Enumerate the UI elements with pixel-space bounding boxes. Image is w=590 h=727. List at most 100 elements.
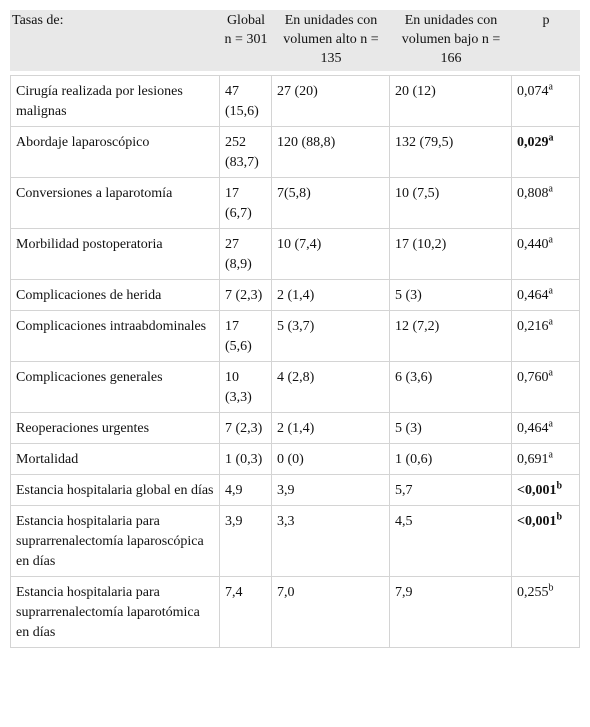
header-cell: Tasas de: xyxy=(10,10,220,75)
table-cell: 5 (3) xyxy=(390,280,512,311)
table-cell: 3,9 xyxy=(220,506,272,577)
row-label: Conversiones a laparotomía xyxy=(10,178,220,229)
table-row: Estancia hospitalaria para suprarrenalec… xyxy=(10,577,580,648)
row-label: Reoperaciones urgentes xyxy=(10,413,220,444)
footnote-mark: a xyxy=(548,449,553,461)
table-cell: 27 (8,9) xyxy=(220,229,272,280)
table-cell: 4,5 xyxy=(390,506,512,577)
footnote-mark: a xyxy=(548,367,553,379)
p-value-cell: 0,464a xyxy=(512,280,580,311)
table-cell: 2 (1,4) xyxy=(272,413,390,444)
row-label: Estancia hospitalaria para suprarrenalec… xyxy=(10,577,220,648)
table-cell: 27 (20) xyxy=(272,75,390,127)
p-value-cell: 0,255b xyxy=(512,577,580,648)
p-value-text: <0,001 xyxy=(517,514,557,529)
p-value-cell: 0,760a xyxy=(512,362,580,413)
table-cell: 7,9 xyxy=(390,577,512,648)
p-value-text: 0,029 xyxy=(517,135,549,150)
table-cell: 12 (7,2) xyxy=(390,311,512,362)
row-label: Estancia hospitalaria para suprarrenalec… xyxy=(10,506,220,577)
table-cell: 17 (6,7) xyxy=(220,178,272,229)
p-value: 0,255b xyxy=(517,582,554,600)
table-row: Conversiones a laparotomía 17 (6,7) 7(5,8)… xyxy=(10,178,580,229)
row-label: Complicaciones de herida xyxy=(10,280,220,311)
header-cell: Global n = 301 xyxy=(220,10,272,75)
p-value-cell: <0,001b xyxy=(512,475,580,506)
table-cell: 4 (2,8) xyxy=(272,362,390,413)
footnote-mark: b xyxy=(548,582,554,594)
table-row: Abordaje laparoscópico 252 (83,7) 120 (88,… xyxy=(10,127,580,178)
table-row: Complicaciones generales 10 (3,3) 4 (2,8) 6… xyxy=(10,362,580,413)
p-value: 0,216a xyxy=(517,316,553,334)
table-cell: 7,4 xyxy=(220,577,272,648)
row-label: Complicaciones generales xyxy=(10,362,220,413)
table-cell: 1 (0,6) xyxy=(390,444,512,475)
header-row: Tasas de: Global n = 301 En unidades con v… xyxy=(10,10,580,75)
p-value-text: 0,691 xyxy=(517,452,549,467)
row-label: Morbilidad postoperatoria xyxy=(10,229,220,280)
row-label: Mortalidad xyxy=(10,444,220,475)
table-cell: 7,0 xyxy=(272,577,390,648)
p-value-cell: 0,029a xyxy=(512,127,580,178)
p-value: 0,440a xyxy=(517,234,553,252)
p-value-cell: 0,216a xyxy=(512,311,580,362)
p-value-text: 0,255 xyxy=(517,585,549,600)
table-row: Cirugía realizada por lesiones malignas 4… xyxy=(10,75,580,127)
footnote-mark: a xyxy=(548,81,553,93)
table-cell: 120 (88,8) xyxy=(272,127,390,178)
table-cell: 17 (5,6) xyxy=(220,311,272,362)
table-cell: 2 (1,4) xyxy=(272,280,390,311)
footnote-mark: a xyxy=(548,316,553,328)
p-value: 0,464a xyxy=(517,418,553,436)
p-value: 0,029a xyxy=(517,133,554,150)
p-value-text: 0,074 xyxy=(517,84,549,99)
table-cell: 5,7 xyxy=(390,475,512,506)
p-value-cell: <0,001b xyxy=(512,506,580,577)
table-row: Mortalidad 1 (0,3) 0 (0) 1 (0,6) 0,691a xyxy=(10,444,580,475)
row-label: Cirugía realizada por lesiones malignas xyxy=(10,75,220,127)
table-cell: 3,9 xyxy=(272,475,390,506)
footnote-mark: a xyxy=(548,418,553,430)
table-header: Tasas de: Global n = 301 En unidades con v… xyxy=(10,10,580,75)
table-cell: 17 (10,2) xyxy=(390,229,512,280)
p-value-text: 0,808 xyxy=(517,186,549,201)
footnote-mark: a xyxy=(548,234,553,246)
p-value-text: <0,001 xyxy=(517,483,557,498)
table-cell: 20 (12) xyxy=(390,75,512,127)
p-value-cell: 0,691a xyxy=(512,444,580,475)
table-cell: 3,3 xyxy=(272,506,390,577)
table-cell: 7(5,8) xyxy=(272,178,390,229)
p-value: <0,001b xyxy=(517,512,562,529)
table-cell: 47 (15,6) xyxy=(220,75,272,127)
p-value: 0,808a xyxy=(517,183,553,201)
footnote-mark: a xyxy=(548,183,553,195)
table-cell: 10 (7,5) xyxy=(390,178,512,229)
table-cell: 6 (3,6) xyxy=(390,362,512,413)
p-value-text: 0,440 xyxy=(517,237,549,252)
p-value-text: 0,464 xyxy=(517,288,549,303)
table-row: Complicaciones de herida 7 (2,3) 2 (1,4) 5 … xyxy=(10,280,580,311)
row-label: Abordaje laparoscópico xyxy=(10,127,220,178)
p-value-cell: 0,074a xyxy=(512,75,580,127)
header-cell: En unidades con volumen bajo n = 166 xyxy=(390,10,512,75)
p-value: <0,001b xyxy=(517,480,563,498)
table-row: Reoperaciones urgentes 7 (2,3) 2 (1,4) 5 (3… xyxy=(10,413,580,444)
footnote-mark: a xyxy=(548,285,553,297)
p-value: 0,691a xyxy=(517,449,553,467)
table-cell: 1 (0,3) xyxy=(220,444,272,475)
footnote-mark: b xyxy=(556,480,563,492)
header-cell: p xyxy=(512,10,580,75)
p-value: 0,760a xyxy=(517,367,553,385)
table-row: Morbilidad postoperatoria 27 (8,9) 10 (7,4… xyxy=(10,229,580,280)
p-value-text: 0,760 xyxy=(517,370,549,385)
p-value-cell: 0,440a xyxy=(512,229,580,280)
row-label: Complicaciones intraabdominales xyxy=(10,311,220,362)
header-cell: En unidades con volumen alto n = 135 xyxy=(272,10,390,75)
table-body: Cirugía realizada por lesiones malignas 4… xyxy=(10,75,580,648)
table-cell: 10 (7,4) xyxy=(272,229,390,280)
p-value-text: 0,464 xyxy=(517,421,549,436)
table-row: Estancia hospitalaria para suprarrenalec… xyxy=(10,506,580,577)
row-label: Estancia hospitalaria global en días xyxy=(10,475,220,506)
p-value: 0,464a xyxy=(517,285,553,303)
